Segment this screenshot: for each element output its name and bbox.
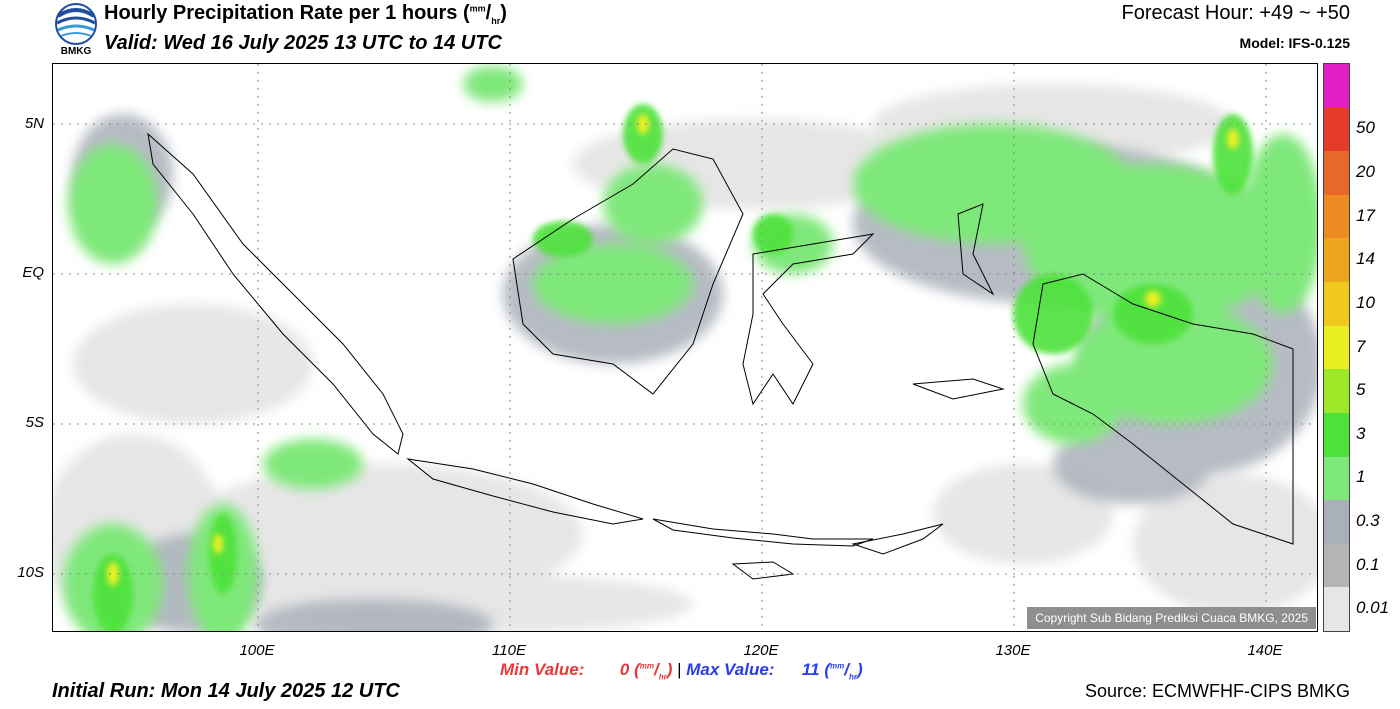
lat-label-5n: 5N xyxy=(24,115,44,132)
lon-label-130e: 130E xyxy=(995,642,1031,659)
precipitation-map xyxy=(52,63,1318,632)
colorbar-label: 0.1 xyxy=(1356,554,1380,574)
colorbar-label: 5 xyxy=(1356,380,1366,400)
colorbar-label: 0.3 xyxy=(1356,510,1380,530)
rain-yellow-core xyxy=(107,114,1239,586)
colorbar-label: 0.01 xyxy=(1356,598,1390,618)
colorbar-label: 3 xyxy=(1356,423,1366,443)
graticule xyxy=(53,64,1317,631)
colorbar xyxy=(1323,63,1350,632)
colorbar-label: 7 xyxy=(1356,336,1366,356)
timor-outline xyxy=(851,523,944,555)
data-source: Source: ECMWFHF-CIPS BMKG xyxy=(1084,681,1350,701)
colorbar-segment xyxy=(1324,238,1349,283)
borneo-outline xyxy=(512,148,744,395)
lat-label-10s: 10S xyxy=(17,564,44,581)
max-value-label: Max Value: xyxy=(686,660,775,679)
min-unit: (mm/hr) xyxy=(634,660,673,682)
colorbar-segment xyxy=(1324,369,1349,413)
max-value: 11 xyxy=(801,660,820,679)
map-title: Hourly Precipitation Rate per 1 hours (m… xyxy=(104,2,507,26)
colorbar-label: 17 xyxy=(1356,205,1375,225)
valid-period: Valid: Wed 16 July 2025 13 UTC to 14 UTC xyxy=(104,32,502,54)
logo-label: BMKG xyxy=(60,46,92,57)
min-value-label: Min Value: xyxy=(500,660,585,679)
model-label: Model: IFS-0.125 xyxy=(1239,35,1350,51)
new-guinea-outline xyxy=(1032,273,1294,545)
initial-run: Initial Run: Mon 14 July 2025 12 UTC xyxy=(52,680,400,702)
colorbar-label: 20 xyxy=(1356,162,1375,182)
max-unit: (mm/hr) xyxy=(824,660,863,682)
min-value: 0 xyxy=(619,660,630,679)
colorbar-segment xyxy=(1324,194,1349,239)
colorbar-segment xyxy=(1324,587,1349,631)
colorbar-segment xyxy=(1324,282,1349,326)
lesser-sunda-outline xyxy=(652,518,874,547)
sulawesi-outline xyxy=(742,233,875,406)
seram-outline xyxy=(912,378,1005,400)
colorbar-segment xyxy=(1324,543,1349,588)
colorbar-segment xyxy=(1324,64,1349,108)
rain-green-core xyxy=(93,104,1253,631)
colorbar-label: 1 xyxy=(1356,467,1366,487)
java-outline xyxy=(406,458,644,525)
bmkg-logo xyxy=(52,2,100,60)
copyright-notice: Copyright Sub Bidang Prediksi Cuaca BMKG… xyxy=(1027,607,1316,629)
colorbar-segment xyxy=(1324,412,1349,457)
lon-label-100e: 100E xyxy=(239,642,275,659)
lon-label-140e: 140E xyxy=(1247,642,1283,659)
sumba-outline xyxy=(731,561,795,580)
lon-label-110e: 110E xyxy=(492,642,526,659)
forecast-hour: Forecast Hour: +49 ~ +50 xyxy=(1121,2,1350,24)
lon-label-120e: 120E xyxy=(743,642,779,659)
map-canvas xyxy=(53,64,1317,631)
colorbar-segment xyxy=(1324,500,1349,544)
lat-label-5s: 5S xyxy=(25,414,44,431)
colorbar-label: 10 xyxy=(1356,292,1375,312)
separator: | xyxy=(677,660,682,679)
colorbar-label: 50 xyxy=(1356,118,1375,138)
colorbar-segment xyxy=(1324,107,1349,152)
lat-label-eq: EQ xyxy=(22,264,44,281)
coastlines xyxy=(147,132,1294,580)
colorbar-label: 14 xyxy=(1356,249,1375,269)
colorbar-segment xyxy=(1324,456,1349,501)
colorbar-segment xyxy=(1324,325,1349,370)
colorbar-segment xyxy=(1324,151,1349,195)
sumatra-outline xyxy=(147,132,404,455)
min-max-values: Min Value: 0 (mm/hr) | Max Value: 11 (mm… xyxy=(500,660,863,681)
